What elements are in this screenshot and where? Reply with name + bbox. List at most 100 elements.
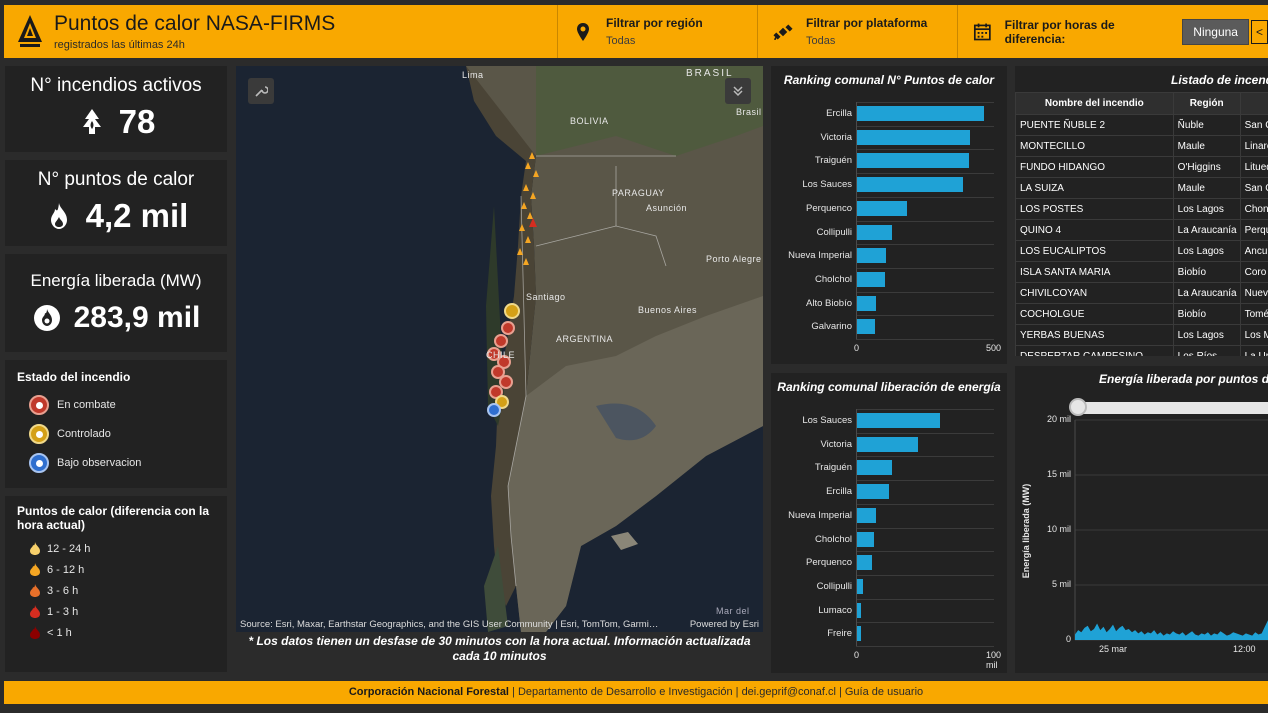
col-header-name[interactable]: Nombre del incendio — [1015, 92, 1174, 115]
bar[interactable] — [857, 106, 984, 121]
platform-filter-label: Filtrar por plataforma — [806, 16, 928, 30]
bar[interactable] — [857, 436, 918, 452]
map-label-asuncion: Asunción — [646, 203, 688, 213]
x-tick-label: 25 mar — [1099, 644, 1128, 654]
bar[interactable] — [857, 578, 863, 594]
bar[interactable] — [857, 460, 892, 476]
bar[interactable] — [857, 153, 969, 169]
axis-line — [856, 102, 857, 339]
bar[interactable] — [857, 319, 875, 335]
fires-table[interactable]: Nombre del incendio Región PUENTE ÑUBLE … — [1015, 92, 1268, 356]
bar-category-label: Cholchol — [815, 273, 852, 285]
bar-category-label: Nueva Imperial — [788, 509, 852, 521]
bar-category-label: Collipulli — [816, 226, 852, 238]
hours-filter: Filtrar por horas de diferencia: Ninguna… — [957, 5, 1268, 58]
gridline — [856, 220, 994, 222]
gridline — [856, 267, 994, 269]
cell-region: Maule — [1172, 177, 1241, 199]
footer-dept: | Departamento de Desarrollo e Investiga… — [509, 686, 742, 698]
gridline — [856, 291, 994, 293]
cell-region: Los Lagos — [1172, 324, 1241, 346]
kpi-energy-title: Energía liberada (MW) — [30, 271, 202, 290]
hours-none-button[interactable]: Ninguna — [1182, 18, 1249, 45]
bar[interactable] — [857, 129, 971, 145]
platform-filter[interactable]: Filtrar por plataforma Todas — [757, 5, 957, 58]
calendar-icon — [973, 23, 991, 40]
bar[interactable] — [857, 271, 885, 287]
region-filter[interactable]: Filtrar por región Todas — [557, 5, 757, 58]
table-row[interactable]: LOS POSTES Los Lagos Chon — [1015, 198, 1268, 220]
bar[interactable] — [857, 177, 964, 193]
hours-prev-button[interactable]: < — [1250, 19, 1268, 44]
gridline — [856, 622, 994, 624]
table-row[interactable]: MONTECILLOMauleLinare — [1015, 135, 1268, 157]
kpi-hotspots-title: N° puntos de calor — [37, 169, 195, 190]
bar[interactable] — [857, 200, 907, 216]
footer-email-link[interactable]: dei.geprif@conaf.cl — [741, 686, 836, 698]
bar[interactable] — [857, 484, 889, 500]
cell-region: La Araucanía — [1172, 282, 1241, 304]
slider-handle[interactable] — [1069, 398, 1087, 416]
legend-label: 3 - 6 h — [47, 584, 79, 597]
table-row[interactable]: COCHOLGUE Biobío Tomé — [1015, 303, 1268, 325]
powered-by-esri[interactable]: Powered by Esri — [689, 619, 759, 630]
conaf-logo-icon — [18, 14, 42, 47]
table-row[interactable]: QUINO 4La AraucaníaPerqu — [1015, 219, 1268, 241]
map-label-lima: Lima — [462, 70, 484, 80]
gridline — [856, 432, 994, 434]
flame-icon — [50, 203, 67, 229]
map-view[interactable]: Lima BRASIL BOLIVIA Brasil PARAGUAY Asun… — [236, 66, 763, 632]
gridline — [856, 551, 994, 553]
gridline — [856, 480, 994, 482]
cell-comuna: Perqu — [1239, 219, 1268, 241]
bar[interactable] — [857, 224, 892, 240]
legend-label: 1 - 3 h — [47, 605, 79, 618]
table-row[interactable]: LOS EUCALIPTOS Los Lagos Ancu — [1015, 240, 1268, 262]
gridline — [856, 456, 994, 458]
gridline — [856, 125, 994, 127]
map-tools-button[interactable] — [248, 78, 274, 104]
bar[interactable] — [857, 626, 862, 642]
gridline — [856, 173, 994, 175]
bar[interactable] — [857, 295, 877, 311]
table-row[interactable]: CHIVILCOYAN La Araucanía Nuev — [1015, 282, 1268, 304]
legend-item-12-24h: 12 - 24 h — [29, 542, 215, 555]
bar[interactable] — [857, 531, 874, 547]
energy-area-series[interactable] — [1075, 620, 1268, 640]
map-label-paraguay: PARAGUAY — [612, 188, 665, 198]
table-row[interactable]: ISLA SANTA MARIA Biobío Coro — [1015, 261, 1268, 283]
data-delay-note: * Los datos tienen un desfase de 30 minu… — [248, 634, 751, 663]
fires-list-panel: Listado de incendi Nombre del incendio R… — [1015, 66, 1268, 356]
bar[interactable] — [857, 413, 940, 428]
cell-region: Ñuble — [1172, 114, 1241, 136]
gridline — [856, 102, 994, 103]
footer-guide-link[interactable]: Guía de usuario — [844, 686, 924, 698]
cell-comuna: Ancu — [1239, 240, 1268, 262]
header-bar: Puntos de calor NASA-FIRMS registrados l… — [4, 5, 1268, 58]
bar[interactable] — [857, 555, 873, 571]
map-label-brasil: BRASIL — [686, 68, 734, 79]
brand: Puntos de calor NASA-FIRMS registrados l… — [4, 5, 557, 58]
cell-fire-name: YERBAS BUENAS — [1015, 324, 1174, 346]
time-range-slider[interactable] — [1077, 402, 1268, 414]
col-header-region[interactable]: Región — [1172, 92, 1241, 115]
bar[interactable] — [857, 507, 877, 523]
bar[interactable] — [857, 602, 862, 618]
col-header-comuna[interactable] — [1239, 92, 1268, 115]
map-label-santiago: Santiago — [526, 292, 566, 302]
gridline — [856, 244, 994, 246]
controlled-status-icon — [29, 424, 49, 444]
map-collapse-button[interactable] — [725, 78, 751, 104]
bar-category-label: Victoria — [820, 131, 852, 143]
chevron-double-down-icon — [733, 86, 743, 97]
bar[interactable] — [857, 248, 886, 264]
y-tick-label: 15 mil — [1046, 469, 1071, 479]
gridline — [856, 409, 994, 410]
cell-comuna: Los M — [1239, 324, 1268, 346]
